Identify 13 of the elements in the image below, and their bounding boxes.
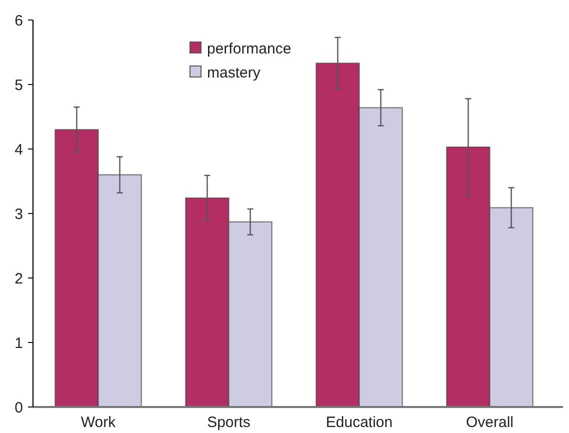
legend-label: mastery — [207, 64, 261, 82]
y-tick-label: 5 — [14, 76, 23, 94]
y-tick-label: 1 — [14, 334, 23, 352]
x-tick-label: Sports — [207, 414, 250, 431]
y-tick-label: 2 — [14, 270, 23, 288]
y-tick-label: 4 — [14, 141, 23, 158]
legend-label: performance — [207, 40, 292, 58]
y-tick-label: 6 — [14, 12, 23, 30]
x-tick-label: Overall — [466, 414, 514, 431]
y-tick-label: 0 — [14, 399, 23, 416]
x-tick-label: Work — [80, 414, 116, 431]
y-tick-label: 3 — [14, 206, 23, 223]
x-tick-label: Education — [326, 414, 393, 431]
